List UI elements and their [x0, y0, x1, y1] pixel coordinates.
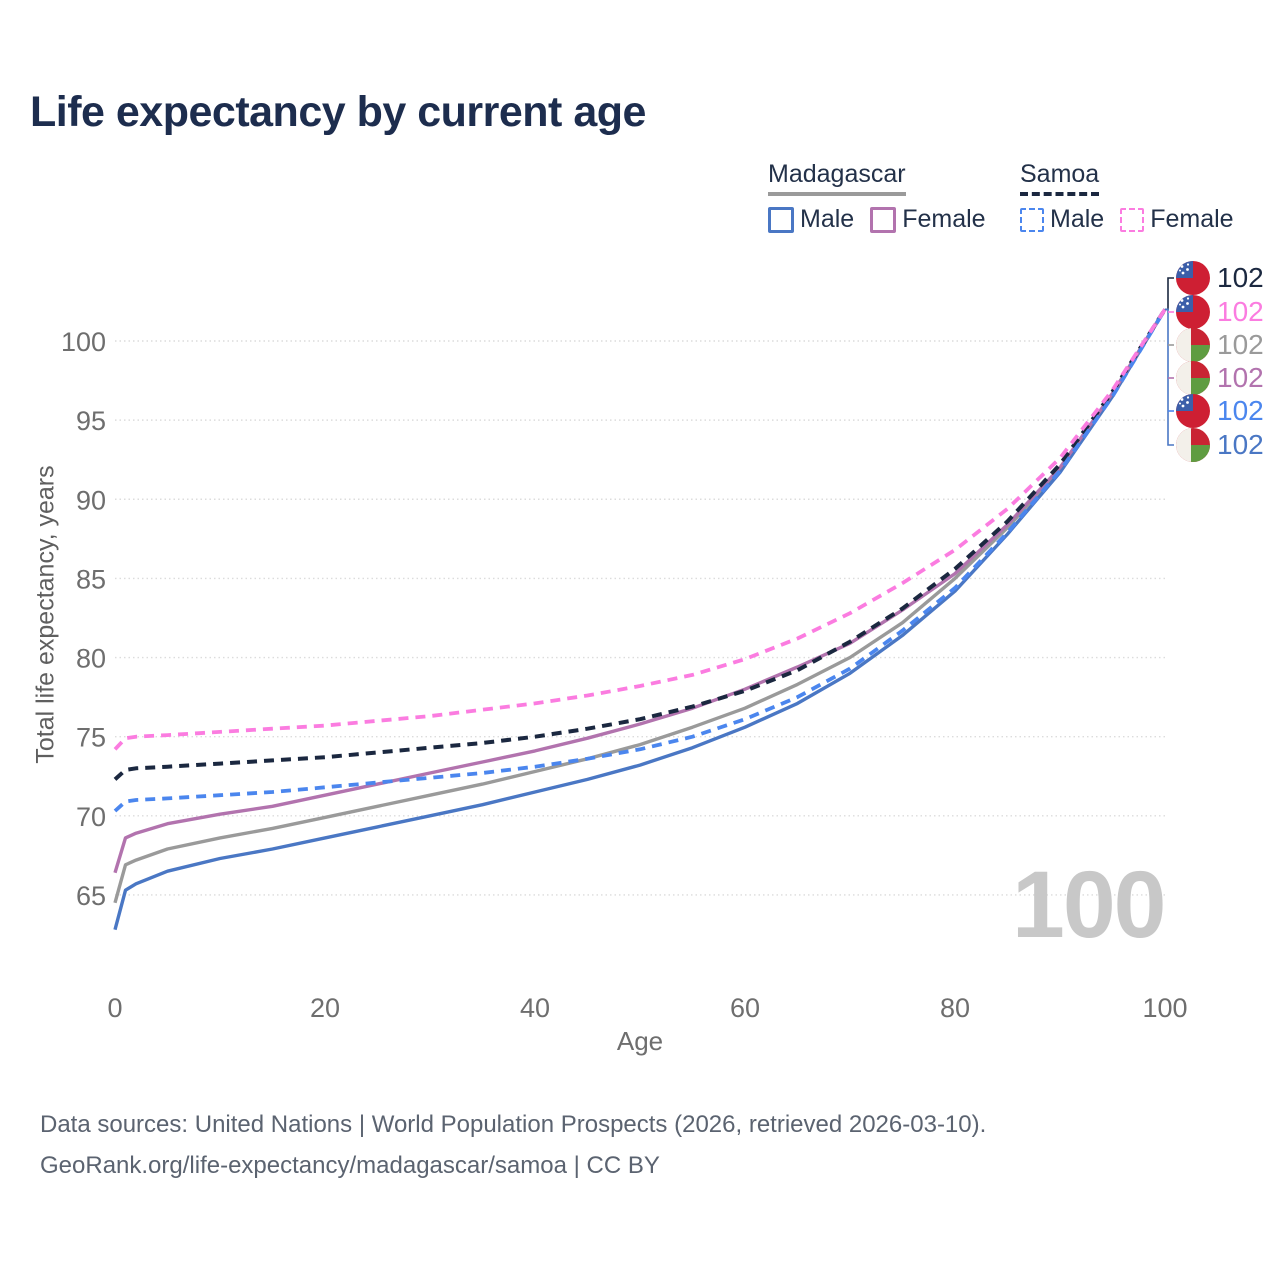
legend-group-samoa: Samoa Male Female	[1020, 160, 1250, 234]
attribution-line: GeoRank.org/life-expectancy/madagascar/s…	[40, 1152, 660, 1179]
y-tick-65: 65	[76, 881, 106, 911]
legend-swatch-madagascar-male[interactable]	[768, 206, 794, 233]
legend-label-madagascar-male[interactable]: Male	[800, 205, 855, 233]
x-tick-60: 60	[730, 993, 760, 1023]
series-line-samoa-both	[113, 308, 1167, 781]
legend-label-madagascar-female[interactable]: Female	[902, 205, 986, 233]
legend-label-samoa-female[interactable]: Female	[1150, 205, 1234, 233]
legend-label-samoa-male[interactable]: Male	[1050, 205, 1105, 233]
x-tick-20: 20	[310, 993, 340, 1023]
y-tick-90: 90	[76, 485, 106, 515]
y-tick-100: 100	[61, 327, 106, 357]
y-tick-75: 75	[76, 723, 106, 753]
series-line-samoa-female	[113, 308, 1167, 751]
series-line-madagascar-both	[113, 308, 1167, 904]
legend-swatch-madagascar-female[interactable]	[870, 206, 897, 233]
leader-line-bottom	[1165, 308, 1174, 446]
x-tick-100: 100	[1142, 993, 1187, 1023]
age-counter-watermark: 100	[1012, 852, 1167, 958]
y-tick-80: 80	[76, 644, 106, 674]
series-line-madagascar-male	[113, 308, 1167, 931]
legend-swatch-samoa-female[interactable]	[1120, 207, 1145, 232]
y-axis-title: Total life expectancy, years	[31, 465, 60, 764]
series-line-madagascar-female	[113, 308, 1167, 874]
data-sources-line: Data sources: United Nations | World Pop…	[40, 1111, 987, 1138]
page-title: Life expectancy by current age	[30, 88, 646, 136]
legend-country-madagascar[interactable]: Madagascar	[768, 160, 906, 196]
y-tick-95: 95	[76, 406, 106, 436]
y-tick-85: 85	[76, 564, 106, 594]
series-line-samoa-male	[113, 308, 1167, 813]
leader-line-top	[1165, 277, 1174, 311]
legend-country-samoa[interactable]: Samoa	[1020, 160, 1100, 196]
x-tick-80: 80	[940, 993, 970, 1023]
x-tick-0: 0	[107, 993, 122, 1023]
x-tick-40: 40	[520, 993, 550, 1023]
footer: Data sources: United Nations | World Pop…	[40, 1104, 986, 1186]
legend-group-madagascar: Madagascar Male Female	[768, 160, 1002, 234]
x-axis-title: Age	[616, 1026, 664, 1056]
y-tick-70: 70	[76, 802, 106, 832]
legend-swatch-samoa-male[interactable]	[1020, 207, 1044, 232]
